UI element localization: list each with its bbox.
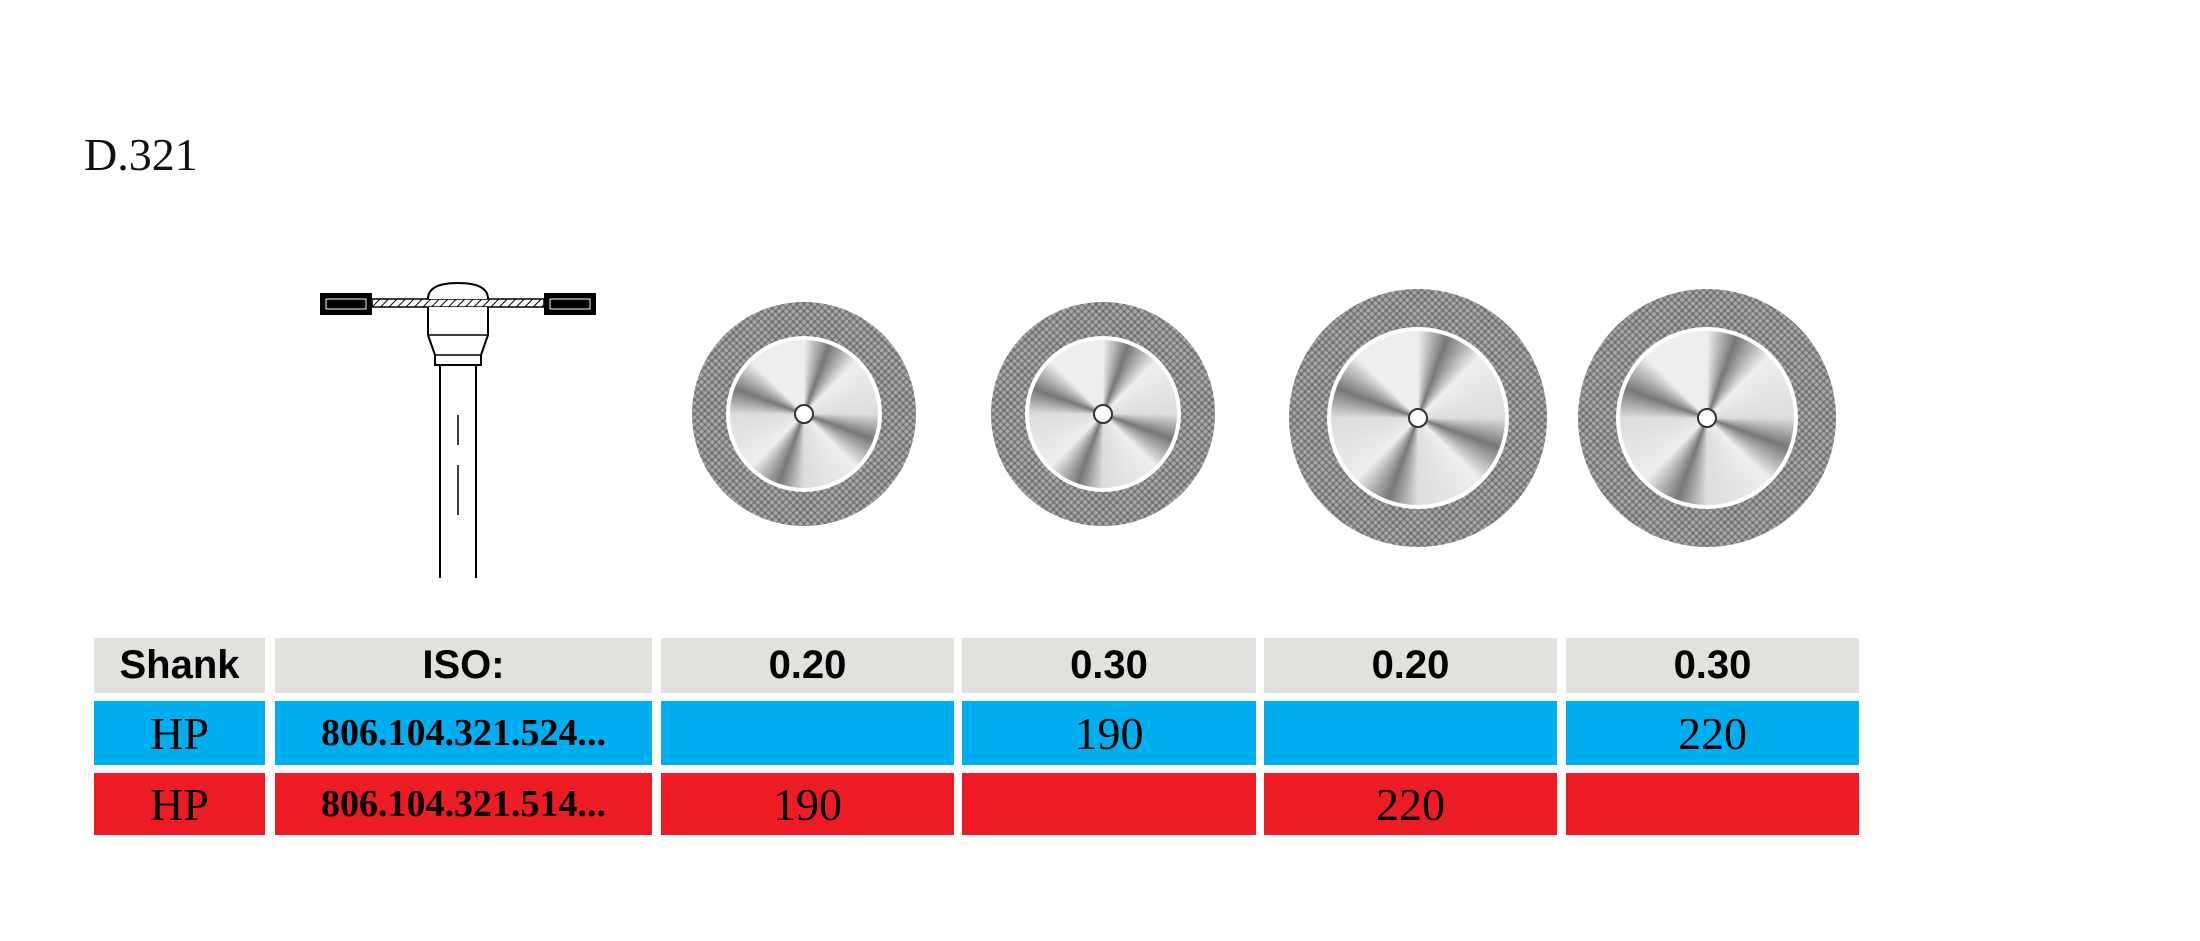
- table-cell: 190: [661, 773, 954, 835]
- table-cell: [1566, 773, 1859, 835]
- table-cell: 190: [962, 701, 1256, 765]
- header-cell: Shank: [94, 638, 265, 693]
- table-cell: 806.104.321.514...: [275, 773, 652, 835]
- table-cell: [962, 773, 1256, 835]
- header-cell: ISO:: [275, 638, 652, 693]
- table-cell: 220: [1264, 773, 1557, 835]
- disc: [692, 302, 916, 526]
- table-cell: HP: [94, 701, 265, 765]
- table-cell: [1264, 701, 1557, 765]
- header-cell: 0.20: [1264, 638, 1557, 693]
- table-cell: 806.104.321.524...: [275, 701, 652, 765]
- disc: [991, 302, 1215, 526]
- disc: [1578, 289, 1836, 547]
- header-cell: 0.30: [962, 638, 1256, 693]
- table-cell: HP: [94, 773, 265, 835]
- disc: [1289, 289, 1547, 547]
- table-cell: 220: [1566, 701, 1859, 765]
- tool-drawing: [320, 281, 596, 578]
- header-cell: 0.20: [661, 638, 954, 693]
- table-cell: [661, 701, 954, 765]
- title: D.321: [84, 129, 198, 180]
- header-cell: 0.30: [1566, 638, 1859, 693]
